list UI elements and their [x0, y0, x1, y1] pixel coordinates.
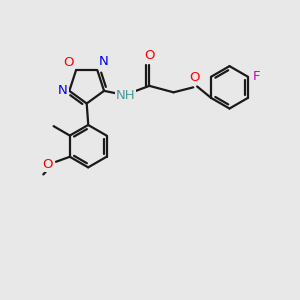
Text: O: O [190, 70, 200, 83]
Text: O: O [63, 56, 74, 69]
Text: O: O [43, 158, 53, 171]
Text: NH: NH [116, 89, 135, 102]
Text: N: N [58, 84, 68, 98]
Text: N: N [99, 55, 109, 68]
Text: O: O [144, 49, 155, 62]
Text: F: F [253, 70, 261, 83]
